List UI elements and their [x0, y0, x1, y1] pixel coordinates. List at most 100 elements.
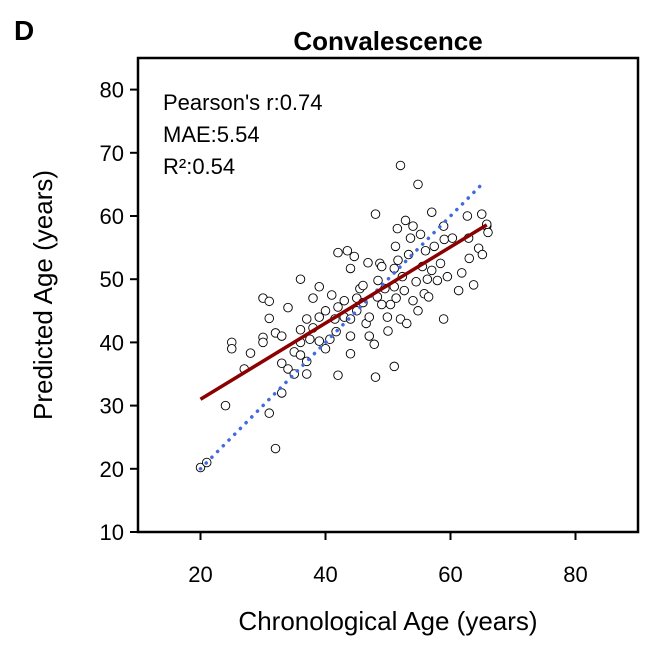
point	[314, 282, 325, 292]
line-solid	[199, 223, 488, 401]
point	[363, 258, 373, 268]
point	[342, 246, 353, 256]
point	[302, 369, 312, 379]
point	[377, 261, 387, 272]
point	[468, 280, 479, 290]
point	[385, 299, 396, 310]
point	[277, 331, 287, 341]
point	[439, 234, 450, 245]
point	[333, 370, 343, 381]
point	[427, 207, 437, 217]
point	[283, 302, 293, 313]
plot-area: 20 40 60 80 10 20 30 40 50 60 70 80 Pearson's r:0.74…	[100, 78, 588, 587]
x-tick-label: 60	[438, 562, 462, 587]
point	[308, 293, 318, 303]
point	[314, 336, 325, 346]
x-axis-label: Chronological Age (years)	[238, 606, 537, 636]
point	[402, 318, 412, 329]
point	[349, 251, 360, 262]
point	[477, 249, 488, 260]
point	[413, 179, 423, 190]
point	[264, 313, 275, 324]
x-tick-label: 40	[313, 562, 337, 587]
point	[302, 314, 312, 324]
point	[477, 209, 487, 219]
point	[399, 285, 410, 296]
y-tick-label: 40	[100, 330, 124, 355]
point	[413, 306, 423, 316]
point	[447, 233, 458, 243]
chart-title: Convalescence	[293, 26, 482, 56]
point	[370, 209, 381, 219]
y-tick-label: 20	[100, 457, 124, 482]
point	[373, 275, 383, 286]
point	[464, 253, 475, 264]
point	[339, 295, 350, 306]
point	[364, 312, 375, 322]
annotation: R²:0.54	[163, 154, 235, 179]
point	[457, 268, 467, 278]
point	[369, 339, 380, 350]
point	[415, 229, 426, 240]
y-tick-label: 50	[100, 267, 124, 292]
point	[483, 227, 493, 238]
point	[435, 258, 446, 269]
line-dotted	[198, 179, 487, 471]
point	[295, 274, 306, 284]
point	[420, 246, 431, 256]
panel-label: D	[14, 15, 34, 46]
point	[411, 276, 421, 287]
point	[395, 160, 406, 171]
point	[320, 306, 331, 316]
point	[462, 211, 473, 221]
point	[383, 326, 393, 336]
point	[389, 361, 400, 372]
point	[345, 263, 356, 274]
point	[226, 343, 237, 354]
y-tick-label: 60	[100, 204, 124, 229]
point	[442, 271, 453, 282]
point	[327, 290, 337, 300]
point	[345, 349, 356, 359]
point	[245, 348, 256, 358]
point	[438, 314, 449, 324]
point	[392, 223, 403, 234]
point	[370, 372, 381, 382]
y-axis-label: Predicted Age (years)	[28, 170, 58, 420]
point	[333, 302, 343, 312]
point	[391, 293, 401, 303]
point	[390, 241, 401, 252]
plot-frame	[136, 56, 640, 534]
y-tick-label: 10	[100, 520, 124, 545]
point	[295, 325, 306, 335]
point	[453, 285, 464, 296]
point	[377, 299, 387, 310]
point	[264, 296, 275, 307]
point	[270, 443, 281, 454]
point	[333, 247, 343, 258]
point	[345, 314, 356, 324]
point	[258, 337, 268, 348]
point	[432, 275, 443, 286]
annotation: MAE:5.54	[163, 122, 260, 147]
x-tick-label: 20	[188, 562, 212, 587]
y-tick-label: 70	[100, 141, 124, 166]
annotation: Pearson's r:0.74	[163, 90, 323, 115]
point	[345, 331, 356, 341]
point	[393, 255, 403, 265]
y-tick-label: 30	[100, 394, 124, 419]
point	[277, 358, 287, 369]
point	[264, 408, 275, 418]
point	[277, 388, 287, 398]
point	[429, 241, 440, 252]
point	[400, 215, 411, 226]
point	[364, 331, 375, 341]
point	[314, 312, 325, 322]
x-tick-label: 80	[563, 562, 587, 587]
point	[305, 334, 315, 344]
point	[423, 292, 434, 302]
point	[283, 364, 293, 374]
point	[427, 265, 437, 276]
point	[382, 312, 393, 322]
